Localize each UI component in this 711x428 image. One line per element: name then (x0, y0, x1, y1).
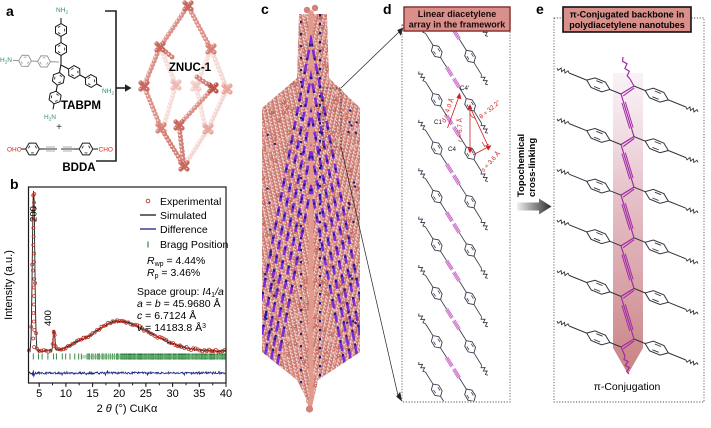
svg-text:20: 20 (113, 388, 125, 400)
svg-text:OHC: OHC (7, 147, 22, 154)
svg-text:polydiacetylene nanotubes: polydiacetylene nanotubes (569, 20, 685, 30)
svg-text:5: 5 (36, 388, 42, 400)
svg-text:CHO: CHO (99, 147, 113, 154)
svg-text:Experimental: Experimental (160, 196, 221, 208)
svg-text:d: d (383, 1, 392, 17)
svg-text:a = b = 45.9680 Å: a = b = 45.9680 Å (137, 297, 221, 310)
svg-text:array in the framework: array in the framework (409, 20, 507, 30)
svg-text:C1: C1 (434, 119, 442, 126)
svg-text:v = 14183.8 Å3: v = 14183.8 Å3 (137, 321, 206, 334)
svg-text:ZNUC-1: ZNUC-1 (169, 62, 212, 74)
svg-text:cross-linking: cross-linking (527, 138, 538, 197)
svg-text:r ≈ 6.7 Å: r ≈ 6.7 Å (455, 117, 464, 142)
svg-text:a: a (6, 3, 14, 19)
svg-text:π-Conjugation: π-Conjugation (594, 381, 661, 393)
svg-text:π-Conjugated backbone in: π-Conjugated backbone in (570, 10, 684, 20)
svg-text:40: 40 (220, 388, 232, 400)
svg-text:+: + (56, 122, 62, 133)
svg-text:TABPM: TABPM (61, 100, 101, 112)
svg-text:Difference: Difference (160, 224, 208, 236)
svg-text:b: b (10, 176, 19, 192)
svg-text:Linear diacetylene: Linear diacetylene (418, 9, 497, 19)
svg-text:Bragg Position: Bragg Position (160, 239, 228, 251)
svg-text:Intensity (a.u.): Intensity (a.u.) (3, 250, 15, 320)
svg-text:C4′: C4′ (460, 85, 470, 92)
svg-text:15: 15 (86, 388, 98, 400)
svg-text:Topochemical: Topochemical (516, 134, 527, 197)
svg-text:400: 400 (43, 310, 54, 326)
svg-text:2 θ (°) CuKα: 2 θ (°) CuKα (97, 403, 158, 415)
svg-text:200: 200 (29, 206, 40, 222)
svg-text:e: e (536, 1, 544, 17)
svg-text:BDDA: BDDA (62, 162, 95, 174)
svg-text:10: 10 (60, 388, 72, 400)
svg-text:35: 35 (193, 388, 205, 400)
svg-text:c = 6.7124 Å: c = 6.7124 Å (137, 309, 196, 322)
svg-text:25: 25 (140, 388, 152, 400)
svg-text:c: c (261, 1, 269, 17)
svg-text:Simulated: Simulated (160, 210, 207, 222)
svg-text:C4: C4 (448, 146, 456, 153)
svg-text:30: 30 (166, 388, 178, 400)
